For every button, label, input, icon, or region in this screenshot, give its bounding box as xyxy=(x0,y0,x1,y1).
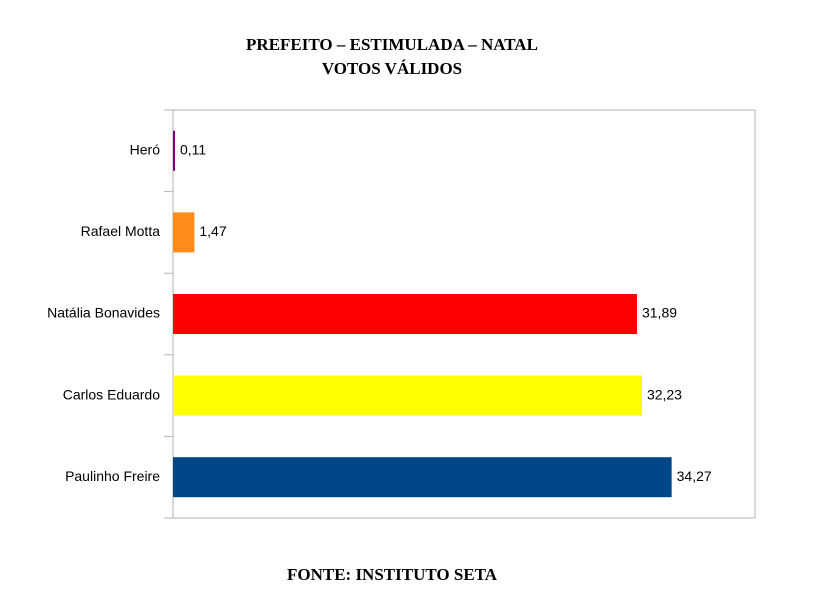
y-tick-label: Heró xyxy=(130,142,161,158)
bar xyxy=(173,457,672,498)
bar xyxy=(173,375,642,416)
y-tick-label: Carlos Eduardo xyxy=(63,386,160,402)
bar xyxy=(173,130,175,171)
data-label: 0,11 xyxy=(180,142,206,158)
y-tick-label: Natália Bonavides xyxy=(47,305,160,321)
bar xyxy=(173,212,195,253)
bar xyxy=(173,294,637,334)
data-label: 32,23 xyxy=(647,386,682,402)
data-label: 31,89 xyxy=(642,305,677,321)
chart-subtitle: VOTOS VÁLIDOS xyxy=(322,59,462,78)
source: FONTE: INSTITUTO SETA xyxy=(287,565,498,584)
data-label: 1,47 xyxy=(199,223,226,239)
chart-title: PREFEITO – ESTIMULADA – NATAL xyxy=(246,35,538,54)
data-label: 34,27 xyxy=(677,468,712,484)
y-tick-label: Paulinho Freire xyxy=(65,468,160,484)
y-tick-label: Rafael Motta xyxy=(81,223,161,239)
